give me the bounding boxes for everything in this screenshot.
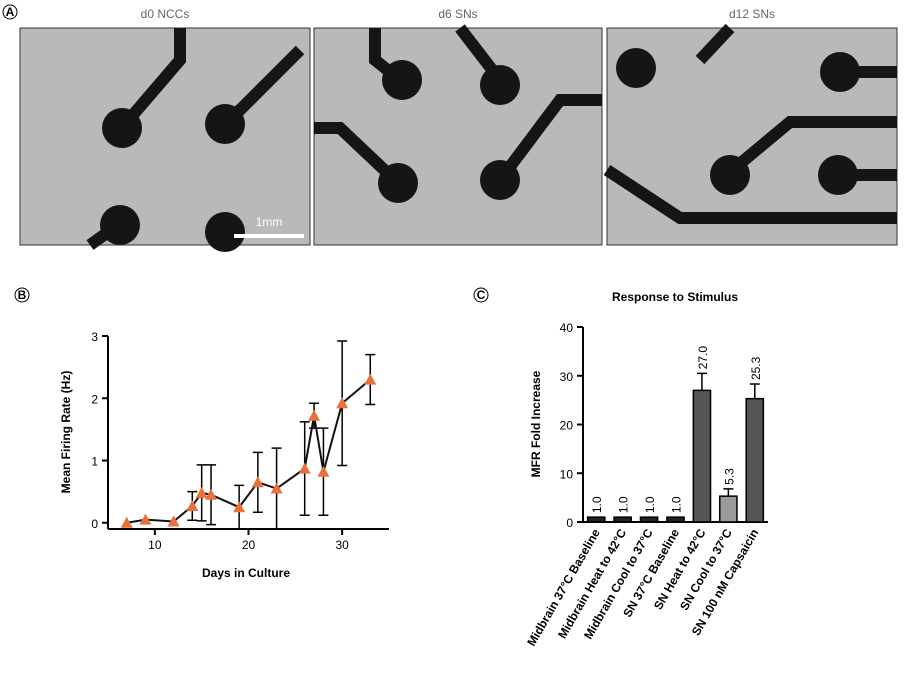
image-panel [603, 23, 898, 246]
y-tick-label: 0 [91, 517, 98, 531]
chart-title: Response to Stimulus [612, 290, 738, 304]
x-axis-label: Days in Culture [202, 566, 290, 580]
y-axis-label: Mean Firing Rate (Hz) [59, 371, 73, 494]
value-label: 27.0 [696, 346, 710, 370]
y-axis-label: MFR Fold Increase [529, 370, 543, 477]
y-tick-label: 10 [560, 467, 574, 481]
bar [639, 516, 659, 523]
y-tick-label: 1 [91, 455, 98, 469]
panel-label: C [477, 288, 486, 302]
data-point [120, 516, 133, 528]
data-line [126, 378, 371, 524]
bar [613, 516, 632, 523]
data-point [251, 476, 264, 488]
panel-badge [2, 4, 18, 20]
data-point [233, 501, 246, 513]
image-title: d6 SNs [438, 7, 477, 21]
y-tick-label: 40 [560, 321, 574, 335]
data-point [139, 513, 152, 525]
value-label: 1.0 [590, 496, 604, 513]
image-title: d12 SNs [729, 7, 775, 21]
data-point [364, 373, 377, 385]
scale-label: 1mm [256, 215, 283, 229]
x-tick-label: 10 [148, 538, 162, 552]
data-point [167, 515, 180, 527]
value-label: 25.3 [749, 356, 763, 380]
panel-badge [14, 287, 30, 303]
panel-label: B [18, 288, 27, 302]
panel-label: A [6, 5, 15, 19]
bar [586, 516, 606, 523]
y-tick-label: 30 [560, 370, 574, 384]
data-point [186, 499, 199, 511]
image-panel: 1mm [19, 27, 311, 252]
value-label: 5.3 [722, 468, 736, 485]
x-tick-label: 30 [335, 538, 349, 552]
image-title: d0 NCCs [141, 7, 190, 21]
data-point [195, 486, 208, 498]
data-point [336, 397, 349, 409]
scale-bar [234, 234, 304, 238]
data-point [298, 462, 311, 474]
data-point [270, 482, 283, 494]
y-tick-label: 0 [566, 516, 573, 530]
panel-badge [473, 287, 489, 303]
value-label: 1.0 [617, 496, 631, 513]
bar [745, 397, 765, 523]
data-point [308, 409, 321, 421]
data-point [317, 465, 330, 477]
y-tick-label: 2 [91, 392, 98, 406]
error-bar [723, 488, 734, 497]
error-bar [696, 372, 707, 391]
image-panel [313, 24, 603, 246]
data-point [205, 488, 218, 500]
y-tick-label: 20 [560, 419, 574, 433]
bar [666, 516, 685, 523]
value-label: 1.0 [670, 496, 684, 513]
error-bar [749, 383, 760, 399]
x-tick-label: 20 [242, 538, 256, 552]
bar [692, 389, 712, 523]
bar [719, 495, 738, 523]
y-tick-label: 3 [91, 330, 98, 344]
value-label: 1.0 [643, 496, 657, 513]
